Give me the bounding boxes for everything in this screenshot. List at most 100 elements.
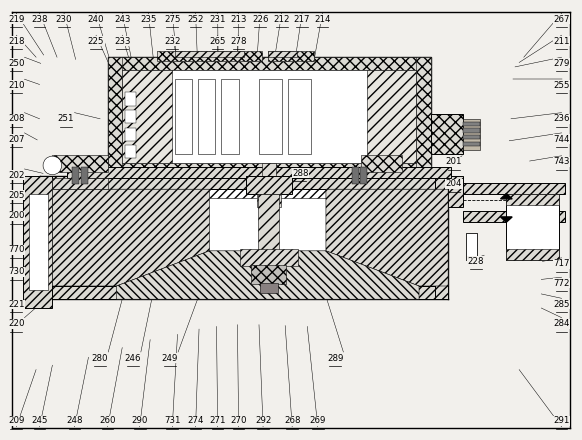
Bar <box>29 194 48 290</box>
Text: 211: 211 <box>553 37 570 46</box>
Text: 236: 236 <box>553 114 570 123</box>
Bar <box>125 92 136 106</box>
Bar <box>40 176 52 299</box>
Bar <box>175 79 192 154</box>
Polygon shape <box>52 189 210 286</box>
Bar <box>108 57 122 176</box>
Text: 274: 274 <box>187 416 204 425</box>
Text: 278: 278 <box>230 37 247 46</box>
Bar <box>198 79 215 154</box>
Bar <box>463 122 480 126</box>
Text: 200: 200 <box>8 211 24 220</box>
Text: 228: 228 <box>468 257 484 266</box>
Text: 221: 221 <box>8 300 24 309</box>
Text: 285: 285 <box>553 300 570 309</box>
Bar <box>352 167 359 184</box>
Text: 730: 730 <box>8 268 24 276</box>
Text: 210: 210 <box>8 81 24 90</box>
Bar <box>361 155 402 172</box>
Bar <box>268 51 297 57</box>
Bar <box>257 194 281 207</box>
Bar <box>259 79 282 154</box>
Text: 279: 279 <box>553 59 570 68</box>
Text: 251: 251 <box>58 114 74 123</box>
Bar <box>262 163 276 202</box>
Text: 248: 248 <box>66 416 83 425</box>
Text: 243: 243 <box>114 15 130 24</box>
Bar <box>122 70 416 163</box>
Text: 212: 212 <box>274 15 290 24</box>
Text: 269: 269 <box>310 416 326 425</box>
Text: 208: 208 <box>8 114 24 123</box>
Text: 291: 291 <box>553 416 570 425</box>
Text: 213: 213 <box>230 15 247 24</box>
Text: 267: 267 <box>553 15 570 24</box>
Text: 205: 205 <box>8 191 24 200</box>
Text: 250: 250 <box>8 59 24 68</box>
Bar <box>448 176 463 207</box>
Text: 772: 772 <box>553 279 570 288</box>
Polygon shape <box>116 251 419 299</box>
Text: 214: 214 <box>314 15 331 24</box>
Bar <box>81 167 88 184</box>
Bar <box>23 176 52 308</box>
Text: 209: 209 <box>8 416 24 425</box>
Bar <box>40 176 448 189</box>
Bar <box>157 51 262 61</box>
Bar <box>367 70 416 163</box>
Text: 207: 207 <box>8 135 24 143</box>
Text: 731: 731 <box>164 416 180 425</box>
Bar <box>463 135 480 139</box>
Bar <box>125 110 136 123</box>
Bar <box>288 79 311 154</box>
Bar <box>72 167 79 184</box>
Text: 245: 245 <box>31 416 48 425</box>
Text: 201: 201 <box>446 158 462 166</box>
Text: 280: 280 <box>92 354 108 363</box>
Text: 230: 230 <box>56 15 72 24</box>
Text: 292: 292 <box>255 416 271 425</box>
Text: 255: 255 <box>553 81 570 90</box>
Bar <box>125 145 136 158</box>
Bar <box>258 194 279 251</box>
Bar <box>463 211 565 222</box>
Bar <box>52 178 108 189</box>
Text: 220: 220 <box>8 319 24 328</box>
Bar <box>122 70 172 163</box>
Bar <box>251 265 286 284</box>
Bar <box>108 163 431 176</box>
Bar <box>360 167 367 184</box>
Bar <box>268 51 314 61</box>
Text: 226: 226 <box>252 15 268 24</box>
Text: 232: 232 <box>164 37 180 46</box>
Text: 233: 233 <box>114 37 130 46</box>
Text: 288: 288 <box>292 169 308 178</box>
Text: 218: 218 <box>8 37 24 46</box>
Bar <box>466 233 477 260</box>
Text: 289: 289 <box>327 354 343 363</box>
Bar <box>108 57 431 176</box>
Bar <box>221 79 239 154</box>
Text: 252: 252 <box>187 15 204 24</box>
Text: 268: 268 <box>284 416 300 425</box>
Bar <box>57 198 431 279</box>
Text: 204: 204 <box>446 180 462 188</box>
Bar <box>506 194 559 205</box>
Text: 717: 717 <box>553 260 570 268</box>
Text: 265: 265 <box>210 37 226 46</box>
Text: 275: 275 <box>164 15 180 24</box>
Text: 271: 271 <box>210 416 226 425</box>
Bar <box>67 167 451 178</box>
Bar <box>175 51 244 57</box>
Text: 238: 238 <box>31 15 48 24</box>
Bar <box>463 142 480 146</box>
Bar <box>108 57 431 70</box>
Bar <box>506 194 559 260</box>
Bar <box>435 176 448 299</box>
Text: 246: 246 <box>125 354 141 363</box>
Bar <box>125 128 136 141</box>
Circle shape <box>43 156 62 175</box>
Bar <box>506 249 559 260</box>
Bar <box>463 183 565 194</box>
Bar <box>52 155 108 172</box>
